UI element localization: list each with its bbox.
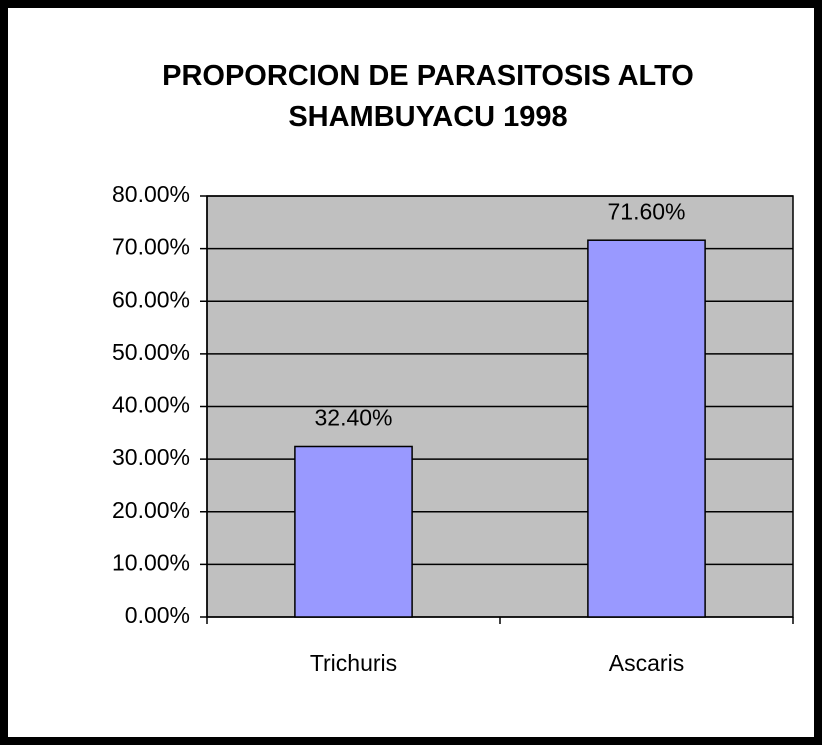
y-tick-label: 60.00%	[112, 286, 190, 312]
y-tick-label: 40.00%	[112, 392, 190, 418]
bar	[294, 445, 413, 618]
y-tick-label: 30.00%	[112, 444, 190, 470]
y-tick-label: 50.00%	[112, 339, 190, 365]
y-tick-label: 0.00%	[125, 602, 190, 628]
y-tick-label: 80.00%	[112, 181, 190, 207]
x-tick-label: Trichuris	[310, 650, 397, 676]
bar	[587, 239, 706, 618]
y-tick-label: 20.00%	[112, 497, 190, 523]
chart-title: PROPORCION DE PARASITOSIS ALTO SHAMBUYAC…	[162, 60, 694, 133]
y-tick-label: 70.00%	[112, 234, 190, 260]
x-tick-label: Ascaris	[609, 650, 684, 676]
data-label: 71.60%	[607, 198, 685, 224]
data-label: 32.40%	[314, 405, 392, 431]
y-tick-label: 10.00%	[112, 549, 190, 575]
